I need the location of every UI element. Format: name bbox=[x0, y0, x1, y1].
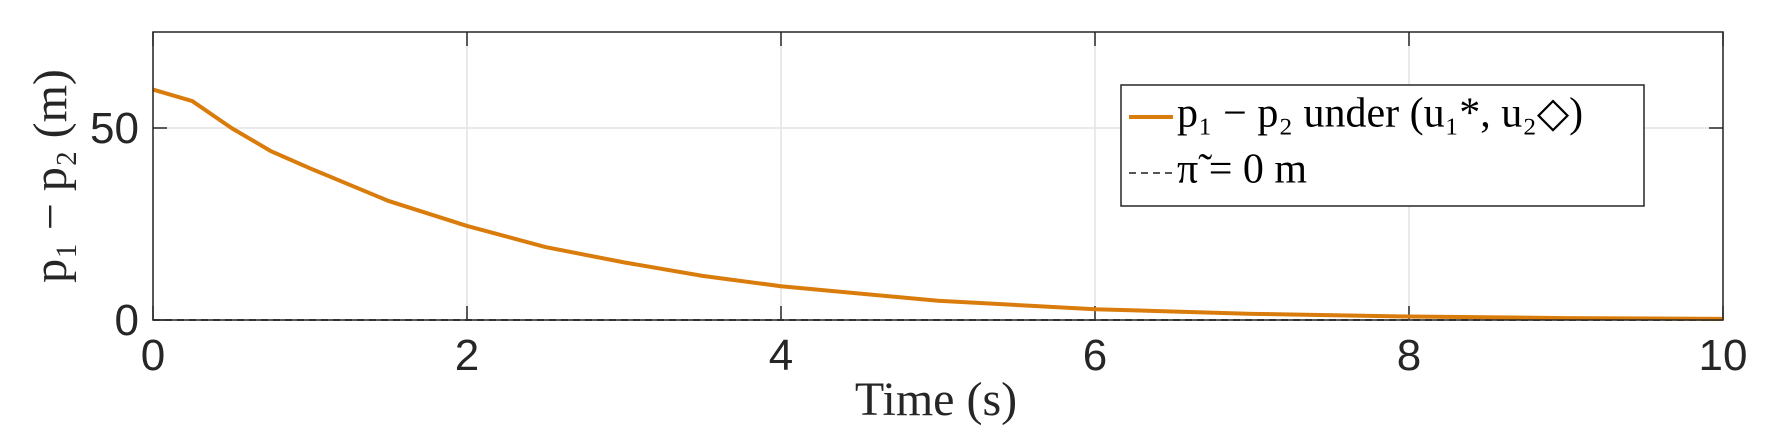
x-tick-label: 8 bbox=[1397, 331, 1421, 380]
legend-label: π̃ = 0 m bbox=[1177, 147, 1307, 193]
legend-label: p₁ − p₂ under (u₁*, u₂◇) bbox=[1177, 91, 1583, 137]
x-tick-label: 4 bbox=[769, 331, 793, 380]
y-axis-label: p₁ − p₂ (m) bbox=[24, 69, 77, 283]
legend-box bbox=[1120, 84, 1645, 207]
x-tick-label: 0 bbox=[141, 331, 165, 380]
x-tick-label: 2 bbox=[455, 331, 479, 380]
x-tick-label: 10 bbox=[1699, 331, 1748, 380]
data-line bbox=[152, 87, 1724, 321]
plot-frame bbox=[152, 31, 1724, 321]
x-tick-label: 6 bbox=[1083, 331, 1107, 380]
y-tick-label: 50 bbox=[90, 104, 139, 153]
y-tick-label: 0 bbox=[115, 296, 139, 345]
x-axis-label: Time (s) bbox=[855, 373, 1017, 425]
